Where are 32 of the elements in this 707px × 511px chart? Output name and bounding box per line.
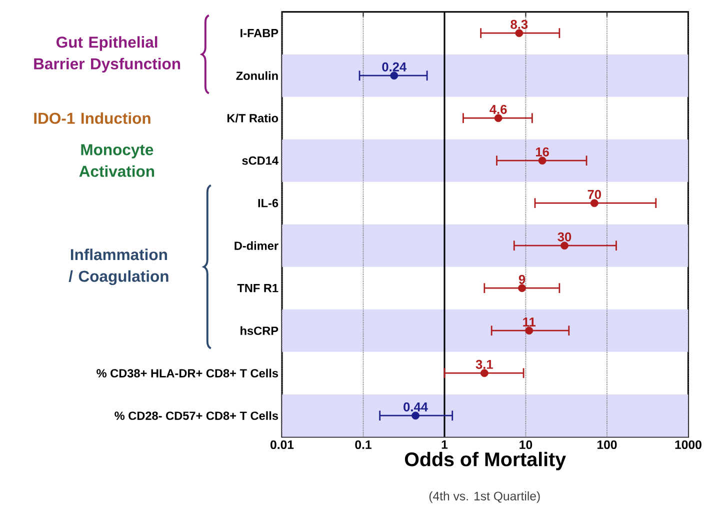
data-label: 0.44 xyxy=(404,402,428,412)
data-label: 16 xyxy=(536,147,549,156)
data-label: 0.24 xyxy=(382,62,407,72)
x-tick-label: 0.1 xyxy=(355,440,372,450)
data-label: 11 xyxy=(523,318,536,326)
y-tick-label: D-dimer xyxy=(234,241,278,250)
data-label: 70 xyxy=(588,190,601,199)
y-tick-label: % CD38+ HLA-DR+ CD8+ T Cells xyxy=(96,368,278,378)
x-tick-label: 1 xyxy=(442,440,448,449)
data-label: 4.6 xyxy=(490,104,507,114)
y-tick-label: TNF R1 xyxy=(237,284,278,292)
data-label: 9 xyxy=(518,274,526,284)
text: (4th vs. 1st Quartile) xyxy=(429,491,540,503)
y-tick-label: % CD28- CD57+ CD8+ T Cells xyxy=(114,411,278,420)
y-tick-label: Zonulin xyxy=(236,71,278,80)
text: IDO-1 Induction xyxy=(34,112,150,124)
x-axis-title: Odds of Mortality xyxy=(404,452,566,470)
x-tick-label: 1000 xyxy=(675,440,702,450)
y-tick-label: K/T Ratio xyxy=(227,114,278,123)
data-label: 30 xyxy=(558,232,572,242)
y-tick-label: hsCRP xyxy=(240,326,278,335)
x-tick-label: 0.01 xyxy=(270,440,294,450)
data-label: 3.1 xyxy=(476,360,493,369)
y-tick-label: I-FABP xyxy=(240,29,278,38)
text: Gut Epithelial Barrier Dysfunction xyxy=(34,36,180,73)
text: Monocyte Activation xyxy=(79,144,154,177)
x-tick-label: 10 xyxy=(520,440,532,450)
y-tick-label: sCD14 xyxy=(242,156,278,165)
x-tick-label: 100 xyxy=(597,440,617,450)
y-tick-label: IL-6 xyxy=(258,198,278,208)
text: Inflammation / Coagulation xyxy=(68,248,168,286)
data-label: 8.3 xyxy=(510,20,528,29)
